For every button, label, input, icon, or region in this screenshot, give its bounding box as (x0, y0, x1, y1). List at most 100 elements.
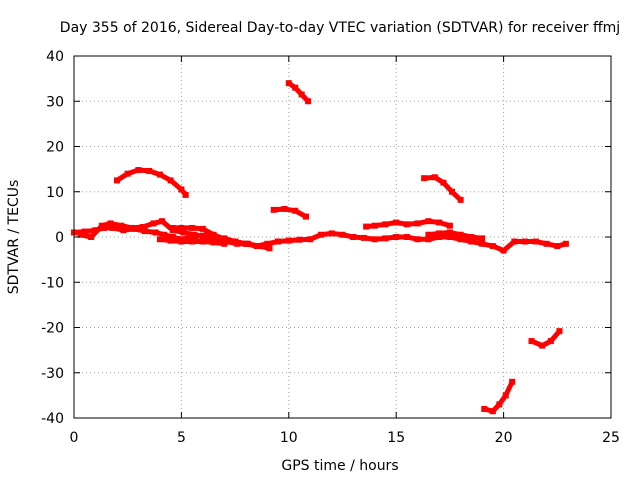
data-point (150, 220, 157, 227)
data-point (266, 245, 273, 252)
data-point (296, 236, 303, 243)
data-point (363, 223, 370, 230)
data-point (189, 238, 196, 245)
data-point (189, 224, 196, 231)
data-point (292, 84, 299, 91)
data-point (128, 224, 135, 231)
data-point (440, 179, 447, 186)
y-tick-label: 0 (55, 230, 64, 246)
data-point (393, 234, 400, 240)
data-layer (71, 80, 569, 415)
data-point (178, 224, 185, 231)
data-point (556, 328, 563, 335)
data-point (292, 207, 299, 214)
data-point (178, 186, 185, 193)
data-point (152, 229, 159, 236)
data-point (146, 167, 153, 174)
data-point (118, 222, 125, 229)
y-tick-label: 20 (46, 140, 64, 156)
chart-title: Day 355 of 2016, Sidereal Day-to-day VTE… (60, 20, 620, 36)
data-point (182, 191, 189, 198)
data-point (302, 213, 309, 220)
data-point (500, 247, 507, 254)
data-point (109, 224, 116, 231)
data-point (167, 177, 174, 184)
data-point (457, 196, 464, 203)
x-tick-label: 0 (70, 430, 79, 446)
y-tick-label: -30 (41, 366, 64, 382)
series-line (286, 80, 311, 104)
data-point (285, 237, 292, 244)
data-point (446, 234, 453, 240)
series-arc-3 (270, 205, 309, 220)
data-point (221, 240, 228, 247)
data-point (328, 230, 335, 237)
data-point (532, 238, 539, 245)
data-point (298, 91, 305, 98)
data-point (528, 338, 535, 345)
data-point (371, 222, 378, 229)
ticks: 0 5 10 15 20 25 -40 -30 -20 -10 0 10 20 30 40 (41, 49, 620, 446)
data-point (139, 224, 146, 231)
series-band-6 (425, 229, 486, 242)
data-point (255, 243, 262, 250)
x-tick-label: 20 (495, 430, 513, 446)
data-point (393, 219, 400, 226)
data-point (81, 228, 88, 235)
data-point (371, 236, 378, 243)
data-point (425, 231, 432, 238)
data-point (242, 240, 249, 247)
data-point (509, 378, 516, 385)
data-point (161, 231, 168, 238)
data-point (511, 238, 518, 245)
data-point (436, 234, 443, 240)
data-point (113, 177, 120, 184)
data-point (202, 234, 209, 240)
data-point (457, 231, 464, 238)
series-band-3 (169, 224, 249, 247)
data-point (496, 401, 503, 408)
data-point (199, 238, 206, 245)
data-point (141, 228, 148, 235)
series-arc-1 (113, 167, 189, 198)
data-point (107, 220, 114, 227)
data-point (479, 240, 486, 247)
data-point (270, 206, 277, 213)
x-axis-label: GPS time / hours (281, 458, 398, 474)
data-point (98, 222, 105, 229)
x-tick-label: 25 (602, 430, 620, 446)
data-point (264, 240, 271, 247)
data-point (281, 205, 288, 212)
x-tick-label: 5 (177, 430, 186, 446)
data-point (305, 98, 312, 105)
data-point (88, 234, 95, 240)
data-point (562, 240, 569, 247)
y-axis-label: SDTVAR / TECUs (6, 180, 22, 295)
series-arc-4 (421, 174, 464, 203)
data-point (232, 238, 239, 245)
data-point (167, 237, 174, 244)
data-point (446, 222, 453, 229)
y-tick-label: -40 (41, 411, 64, 427)
y-tick-label: -10 (41, 275, 64, 291)
data-point (421, 175, 428, 182)
data-point (307, 236, 314, 243)
data-point (543, 240, 550, 247)
data-point (382, 221, 389, 228)
data-point (318, 231, 325, 238)
data-point (210, 239, 217, 246)
series-arc-5 (481, 378, 516, 415)
data-point (180, 229, 187, 236)
data-point (468, 234, 475, 240)
data-point (457, 236, 464, 243)
data-point (539, 342, 546, 349)
data-point (431, 174, 438, 181)
data-point (425, 218, 432, 225)
data-point (489, 408, 496, 415)
data-point (403, 221, 410, 228)
data-point (199, 225, 206, 232)
data-point (169, 234, 176, 240)
data-point (350, 234, 357, 240)
